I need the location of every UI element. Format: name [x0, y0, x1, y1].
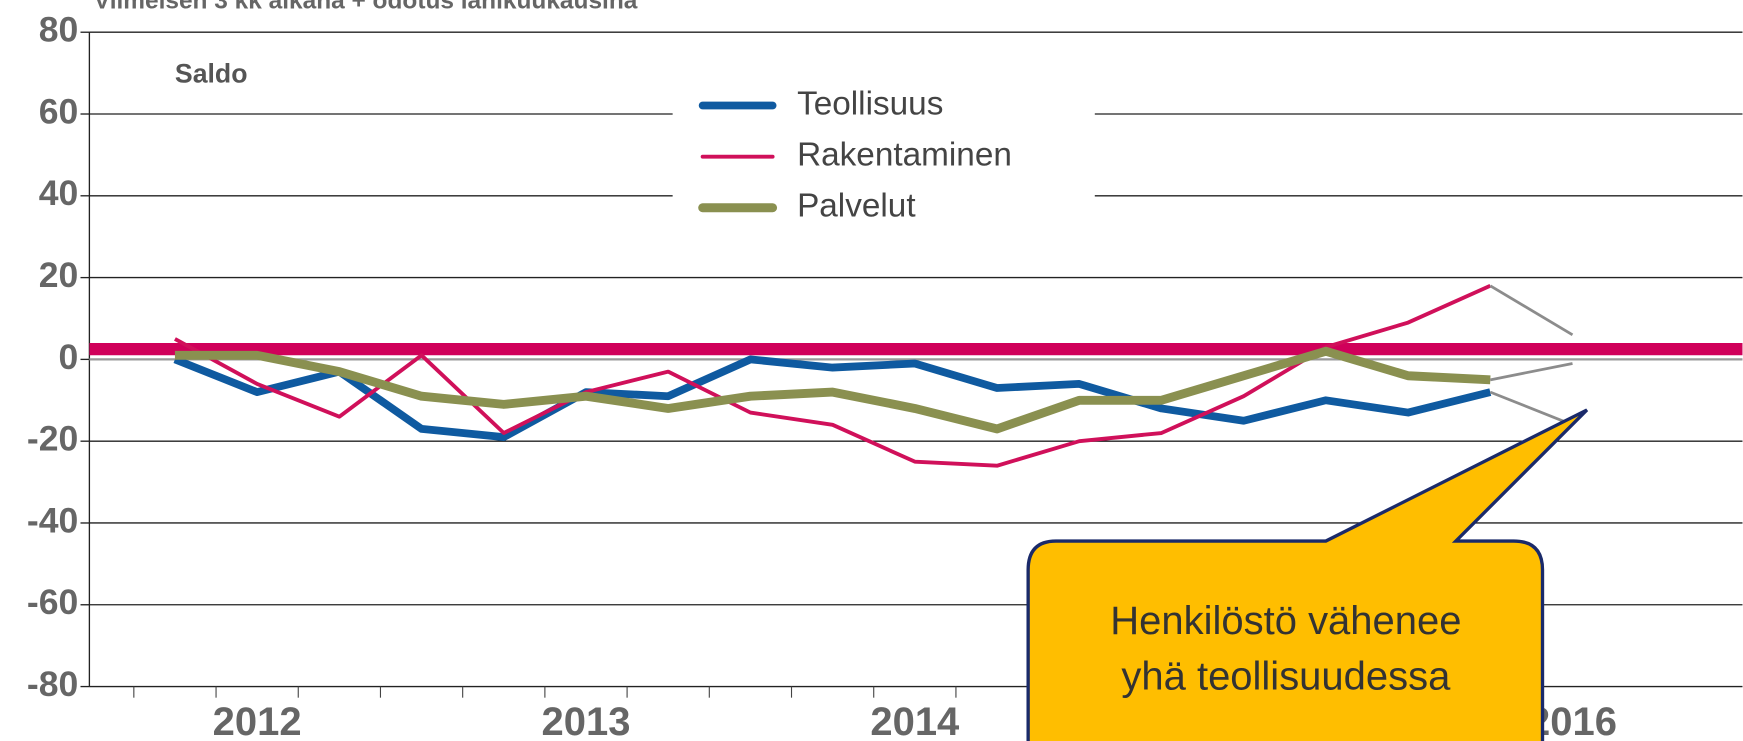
x-tick-label: 2013	[542, 700, 631, 741]
callout-text: Henkilöstö vähenee	[1110, 599, 1461, 643]
legend-label: Rakentaminen	[797, 136, 1012, 173]
y-tick-label: 60	[39, 91, 79, 131]
x-tick-label: 2012	[213, 700, 302, 741]
y-tick-label: 40	[39, 173, 79, 213]
y-tick-label: -40	[27, 500, 78, 540]
callout	[1026, 408, 1589, 741]
x-tick-label: 2014	[870, 700, 960, 741]
y-tick-label: 80	[39, 10, 79, 50]
y-tick-label: -80	[27, 664, 78, 704]
series-line	[174, 284, 1492, 468]
y-tick-label: -20	[27, 419, 78, 459]
legend-label: Palvelut	[797, 188, 916, 225]
y-tick-label: -60	[27, 582, 78, 622]
series-line	[173, 355, 1492, 441]
forecast-line	[1489, 390, 1574, 427]
callout-text: yhä teollisuudessa	[1121, 654, 1451, 698]
chart-title: Viimeisen 3 kk aikana + odotus lähikuuka…	[94, 0, 638, 15]
y-tick-label: 20	[39, 255, 79, 295]
forecast-line	[1489, 284, 1574, 337]
series-line	[174, 346, 1491, 434]
legend-label: Teollisuus	[797, 85, 943, 122]
y-tick-label: 0	[59, 337, 79, 377]
forecast-line	[1490, 362, 1573, 382]
y-axis-label: Saldo	[175, 59, 248, 89]
